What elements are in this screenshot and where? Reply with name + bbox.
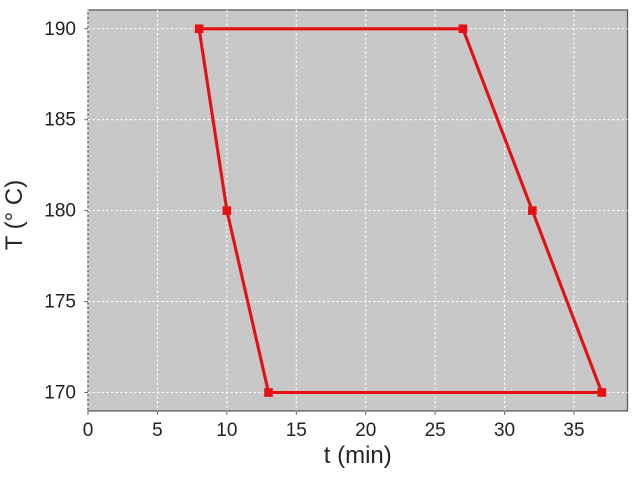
svg-text:t (min): t (min): [324, 442, 392, 469]
svg-text:15: 15: [286, 420, 307, 441]
svg-text:185: 185: [44, 110, 76, 131]
svg-text:25: 25: [425, 420, 446, 441]
svg-text:20: 20: [355, 420, 376, 441]
svg-text:190: 190: [44, 19, 76, 40]
svg-text:30: 30: [494, 420, 515, 441]
svg-text:180: 180: [44, 201, 76, 222]
svg-text:170: 170: [44, 383, 76, 404]
svg-text:175: 175: [44, 292, 76, 313]
svg-text:0: 0: [83, 420, 94, 441]
svg-text:35: 35: [563, 420, 584, 441]
svg-text:T (° C): T (° C): [1, 180, 28, 250]
svg-text:10: 10: [216, 420, 237, 441]
svg-text:5: 5: [152, 420, 163, 441]
